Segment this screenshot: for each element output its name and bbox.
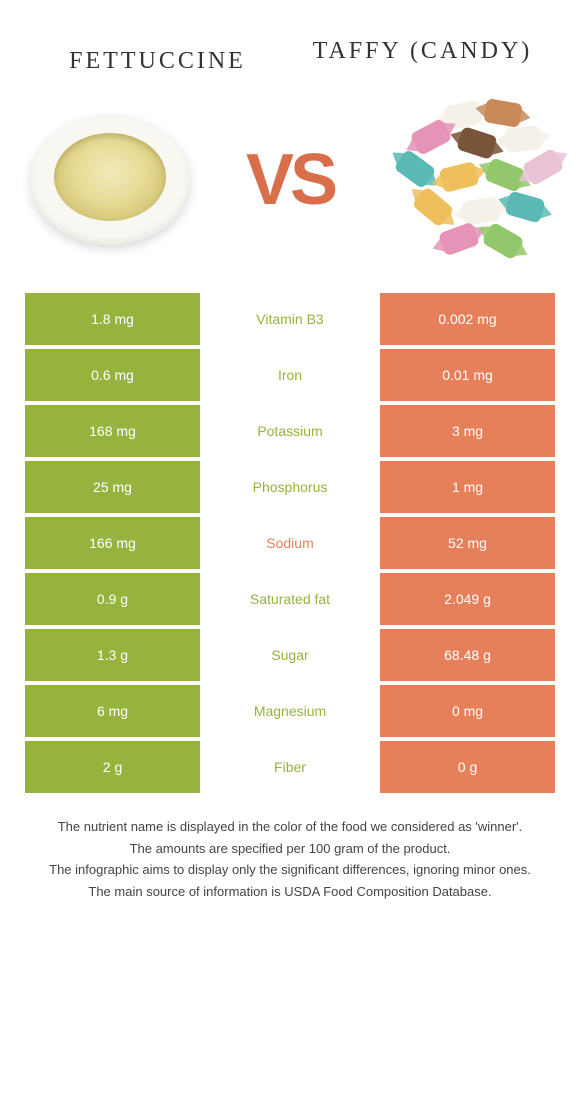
nutrient-name-cell: Phosphorus <box>200 461 380 513</box>
nutrient-row: 2 gFiber0 g <box>25 741 555 793</box>
nutrient-row: 168 mgPotassium3 mg <box>25 405 555 457</box>
candy-piece-icon <box>481 222 524 261</box>
footer-line: The infographic aims to display only the… <box>35 860 545 880</box>
left-value-cell: 1.8 mg <box>25 293 200 345</box>
header: Fettuccine Taffy (candy) <box>25 30 555 75</box>
left-value-cell: 1.3 g <box>25 629 200 681</box>
left-value-cell: 168 mg <box>25 405 200 457</box>
infographic-root: Fettuccine Taffy (candy) VS 1.8 mgVitami… <box>0 0 580 923</box>
candy-piece-icon <box>438 222 480 257</box>
left-value-cell: 6 mg <box>25 685 200 737</box>
footer-line: The amounts are specified per 100 gram o… <box>35 839 545 859</box>
right-food-title: Taffy (candy) <box>290 30 555 67</box>
nutrient-name-cell: Sugar <box>200 629 380 681</box>
nutrient-name-cell: Iron <box>200 349 380 401</box>
footer-line: The main source of information is USDA F… <box>35 882 545 902</box>
nutrient-row: 166 mgSodium52 mg <box>25 517 555 569</box>
right-value-cell: 0.01 mg <box>380 349 555 401</box>
right-value-cell: 1 mg <box>380 461 555 513</box>
nutrient-row: 0.9 gSaturated fat2.049 g <box>25 573 555 625</box>
candy-piece-icon <box>483 98 523 128</box>
right-food-image <box>385 95 555 265</box>
candy-piece-icon <box>456 126 498 160</box>
nutrient-name-cell: Fiber <box>200 741 380 793</box>
left-value-cell: 0.6 mg <box>25 349 200 401</box>
left-value-cell: 0.9 g <box>25 573 200 625</box>
right-value-cell: 3 mg <box>380 405 555 457</box>
nutrient-name-cell: Sodium <box>200 517 380 569</box>
candy-piece-icon <box>504 125 542 153</box>
candy-piece-icon <box>504 191 545 224</box>
left-value-cell: 2 g <box>25 741 200 793</box>
candy-piece-icon <box>411 186 454 228</box>
nutrient-row: 0.6 mgIron0.01 mg <box>25 349 555 401</box>
nutrient-row: 25 mgPhosphorus1 mg <box>25 461 555 513</box>
nutrient-name-cell: Magnesium <box>200 685 380 737</box>
nutrient-row: 1.3 gSugar68.48 g <box>25 629 555 681</box>
candy-piece-icon <box>409 118 452 156</box>
nutrient-name-cell: Potassium <box>200 405 380 457</box>
left-food-title: Fettuccine <box>25 30 290 75</box>
vs-label: VS <box>246 139 334 221</box>
left-value-cell: 166 mg <box>25 517 200 569</box>
fettuccine-plate-icon <box>30 115 190 245</box>
taffy-candy-icon <box>385 95 555 265</box>
images-row: VS <box>25 95 555 265</box>
right-value-cell: 0 mg <box>380 685 555 737</box>
footer-line: The nutrient name is displayed in the co… <box>35 817 545 837</box>
right-value-cell: 0 g <box>380 741 555 793</box>
candy-piece-icon <box>521 148 564 187</box>
right-value-cell: 68.48 g <box>380 629 555 681</box>
nutrient-name-cell: Saturated fat <box>200 573 380 625</box>
nutrient-row: 6 mgMagnesium0 mg <box>25 685 555 737</box>
right-value-cell: 0.002 mg <box>380 293 555 345</box>
right-value-cell: 2.049 g <box>380 573 555 625</box>
candy-piece-icon <box>461 197 500 226</box>
nutrient-row: 1.8 mgVitamin B30.002 mg <box>25 293 555 345</box>
nutrient-name-cell: Vitamin B3 <box>200 293 380 345</box>
candy-piece-icon <box>439 161 480 193</box>
candy-piece-icon <box>393 149 436 190</box>
right-value-cell: 52 mg <box>380 517 555 569</box>
footer-notes: The nutrient name is displayed in the co… <box>25 817 555 901</box>
left-value-cell: 25 mg <box>25 461 200 513</box>
candy-piece-icon <box>484 157 526 193</box>
left-food-image <box>25 95 195 265</box>
nutrient-table: 1.8 mgVitamin B30.002 mg0.6 mgIron0.01 m… <box>25 293 555 793</box>
